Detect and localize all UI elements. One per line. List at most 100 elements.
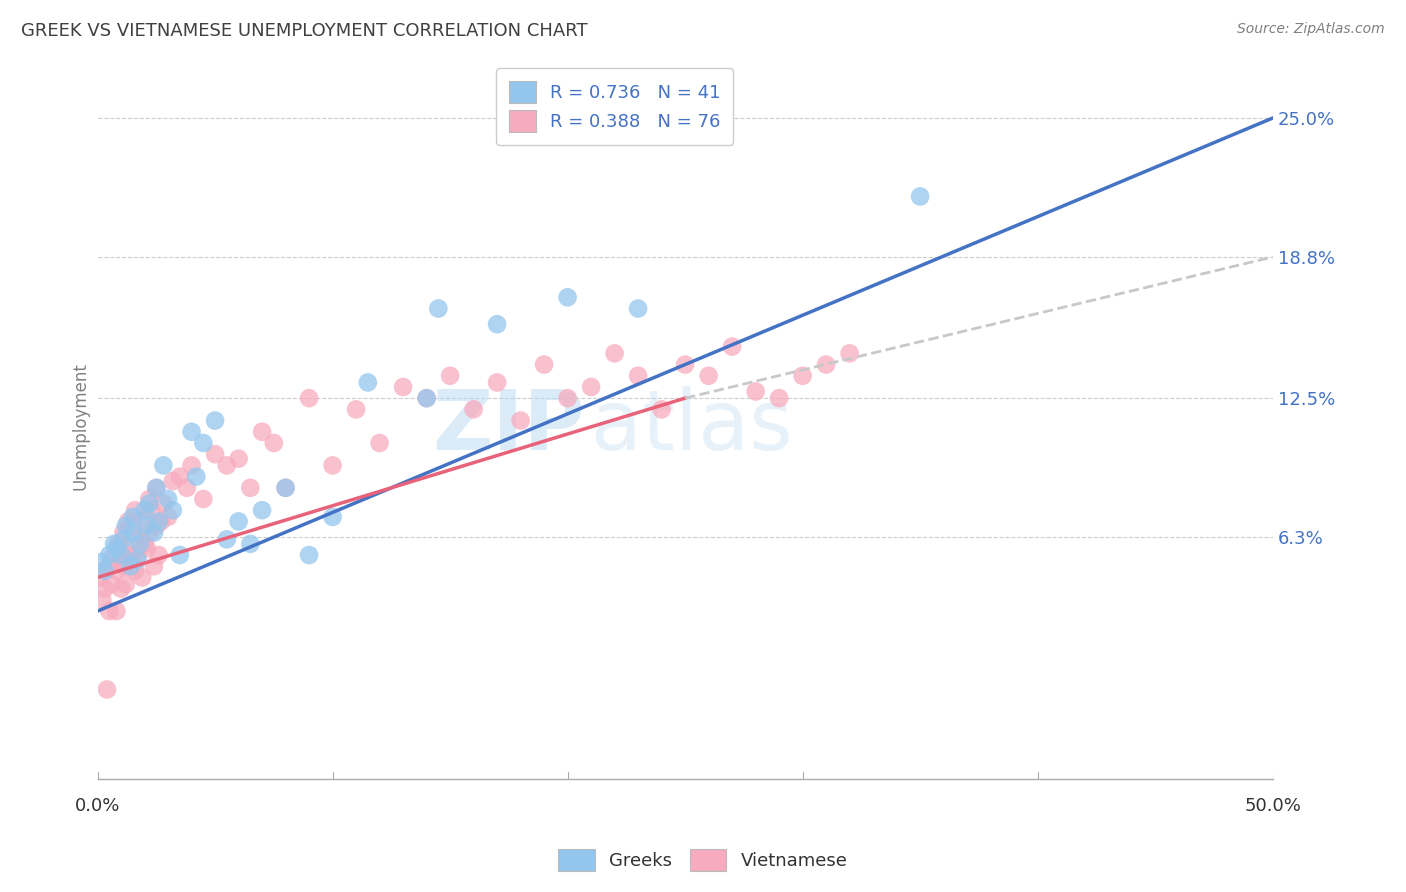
Point — [392, 380, 415, 394]
Text: Source: ZipAtlas.com: Source: ZipAtlas.com — [1237, 22, 1385, 37]
Point — [103, 548, 125, 562]
Point — [117, 548, 139, 562]
Point — [134, 503, 156, 517]
Point — [124, 503, 146, 517]
Point — [627, 301, 650, 316]
Point — [138, 496, 160, 510]
Point — [250, 503, 273, 517]
Point — [486, 317, 509, 331]
Legend: Greeks, Vietnamese: Greeks, Vietnamese — [551, 842, 855, 879]
Point — [112, 559, 135, 574]
Point — [114, 577, 136, 591]
Text: GREEK VS VIETNAMESE UNEMPLOYMENT CORRELATION CHART: GREEK VS VIETNAMESE UNEMPLOYMENT CORRELA… — [21, 22, 588, 40]
Point — [250, 425, 273, 439]
Point — [110, 548, 132, 562]
Point — [533, 358, 555, 372]
Point — [204, 447, 226, 461]
Point — [180, 425, 202, 439]
Point — [128, 533, 150, 547]
Point — [145, 519, 167, 533]
Point — [193, 491, 215, 506]
Point — [103, 537, 125, 551]
Point — [322, 458, 344, 473]
Point — [697, 368, 720, 383]
Point — [120, 559, 142, 574]
Point — [105, 541, 128, 556]
Text: 50.0%: 50.0% — [1244, 797, 1301, 815]
Point — [579, 380, 602, 394]
Point — [274, 481, 297, 495]
Point — [627, 368, 650, 383]
Point — [673, 358, 696, 372]
Point — [415, 391, 437, 405]
Point — [322, 510, 344, 524]
Point — [121, 510, 143, 524]
Point — [114, 519, 136, 533]
Point — [193, 436, 215, 450]
Point — [124, 564, 146, 578]
Point — [121, 525, 143, 540]
Point — [415, 391, 437, 405]
Point — [439, 368, 461, 383]
Point — [298, 391, 321, 405]
Point — [141, 503, 163, 517]
Point — [148, 515, 170, 529]
Point — [114, 541, 136, 556]
Point — [150, 515, 173, 529]
Point — [204, 413, 226, 427]
Point — [135, 541, 157, 556]
Point — [557, 391, 579, 405]
Point — [152, 458, 174, 473]
Point — [228, 451, 250, 466]
Point — [138, 491, 160, 506]
Point — [148, 548, 170, 562]
Point — [344, 402, 367, 417]
Point — [91, 555, 114, 569]
Point — [239, 481, 262, 495]
Point — [135, 519, 157, 533]
Point — [127, 552, 149, 566]
Point — [744, 384, 766, 399]
Point — [463, 402, 485, 417]
Text: ZIP: ZIP — [433, 385, 585, 467]
Point — [93, 582, 115, 596]
Point — [112, 533, 135, 547]
Point — [838, 346, 860, 360]
Point — [768, 391, 790, 405]
Point — [157, 491, 180, 506]
Point — [186, 469, 208, 483]
Point — [98, 604, 121, 618]
Y-axis label: Unemployment: Unemployment — [72, 362, 89, 490]
Point — [908, 189, 931, 203]
Point — [176, 481, 198, 495]
Point — [721, 340, 744, 354]
Point — [105, 564, 128, 578]
Point — [169, 469, 191, 483]
Point — [239, 537, 262, 551]
Point — [215, 458, 238, 473]
Point — [117, 515, 139, 529]
Point — [143, 559, 166, 574]
Point — [145, 481, 167, 495]
Point — [145, 481, 167, 495]
Point — [107, 537, 129, 551]
Point — [162, 503, 184, 517]
Point — [651, 402, 673, 417]
Point — [228, 515, 250, 529]
Point — [127, 548, 149, 562]
Point — [143, 525, 166, 540]
Point — [152, 496, 174, 510]
Point — [120, 559, 142, 574]
Point — [128, 537, 150, 551]
Point — [100, 577, 122, 591]
Point — [89, 570, 111, 584]
Point — [138, 525, 160, 540]
Point — [112, 525, 135, 540]
Text: 0.0%: 0.0% — [75, 797, 121, 815]
Point — [815, 358, 838, 372]
Point — [91, 592, 114, 607]
Legend: R = 0.736   N = 41, R = 0.388   N = 76: R = 0.736 N = 41, R = 0.388 N = 76 — [496, 68, 734, 145]
Point — [368, 436, 391, 450]
Point — [298, 548, 321, 562]
Point — [98, 559, 121, 574]
